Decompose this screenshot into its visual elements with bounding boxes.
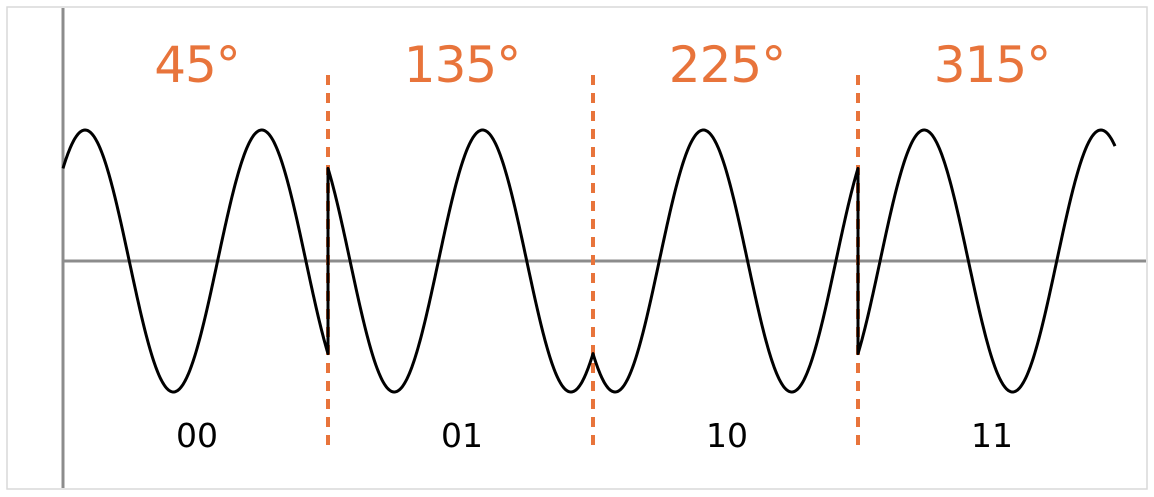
bits-label-00: 00 <box>176 416 218 455</box>
modulated-waveform <box>61 128 1117 394</box>
phase-label-315: 315° <box>934 36 1050 94</box>
bits-label-11: 11 <box>971 416 1013 455</box>
phase-label-45: 45° <box>154 36 240 94</box>
bits-label-01: 01 <box>441 416 483 455</box>
figure-frame <box>6 6 1148 490</box>
bits-label-10: 10 <box>706 416 748 455</box>
phase-label-135: 135° <box>404 36 520 94</box>
phase-label-225: 225° <box>669 36 785 94</box>
